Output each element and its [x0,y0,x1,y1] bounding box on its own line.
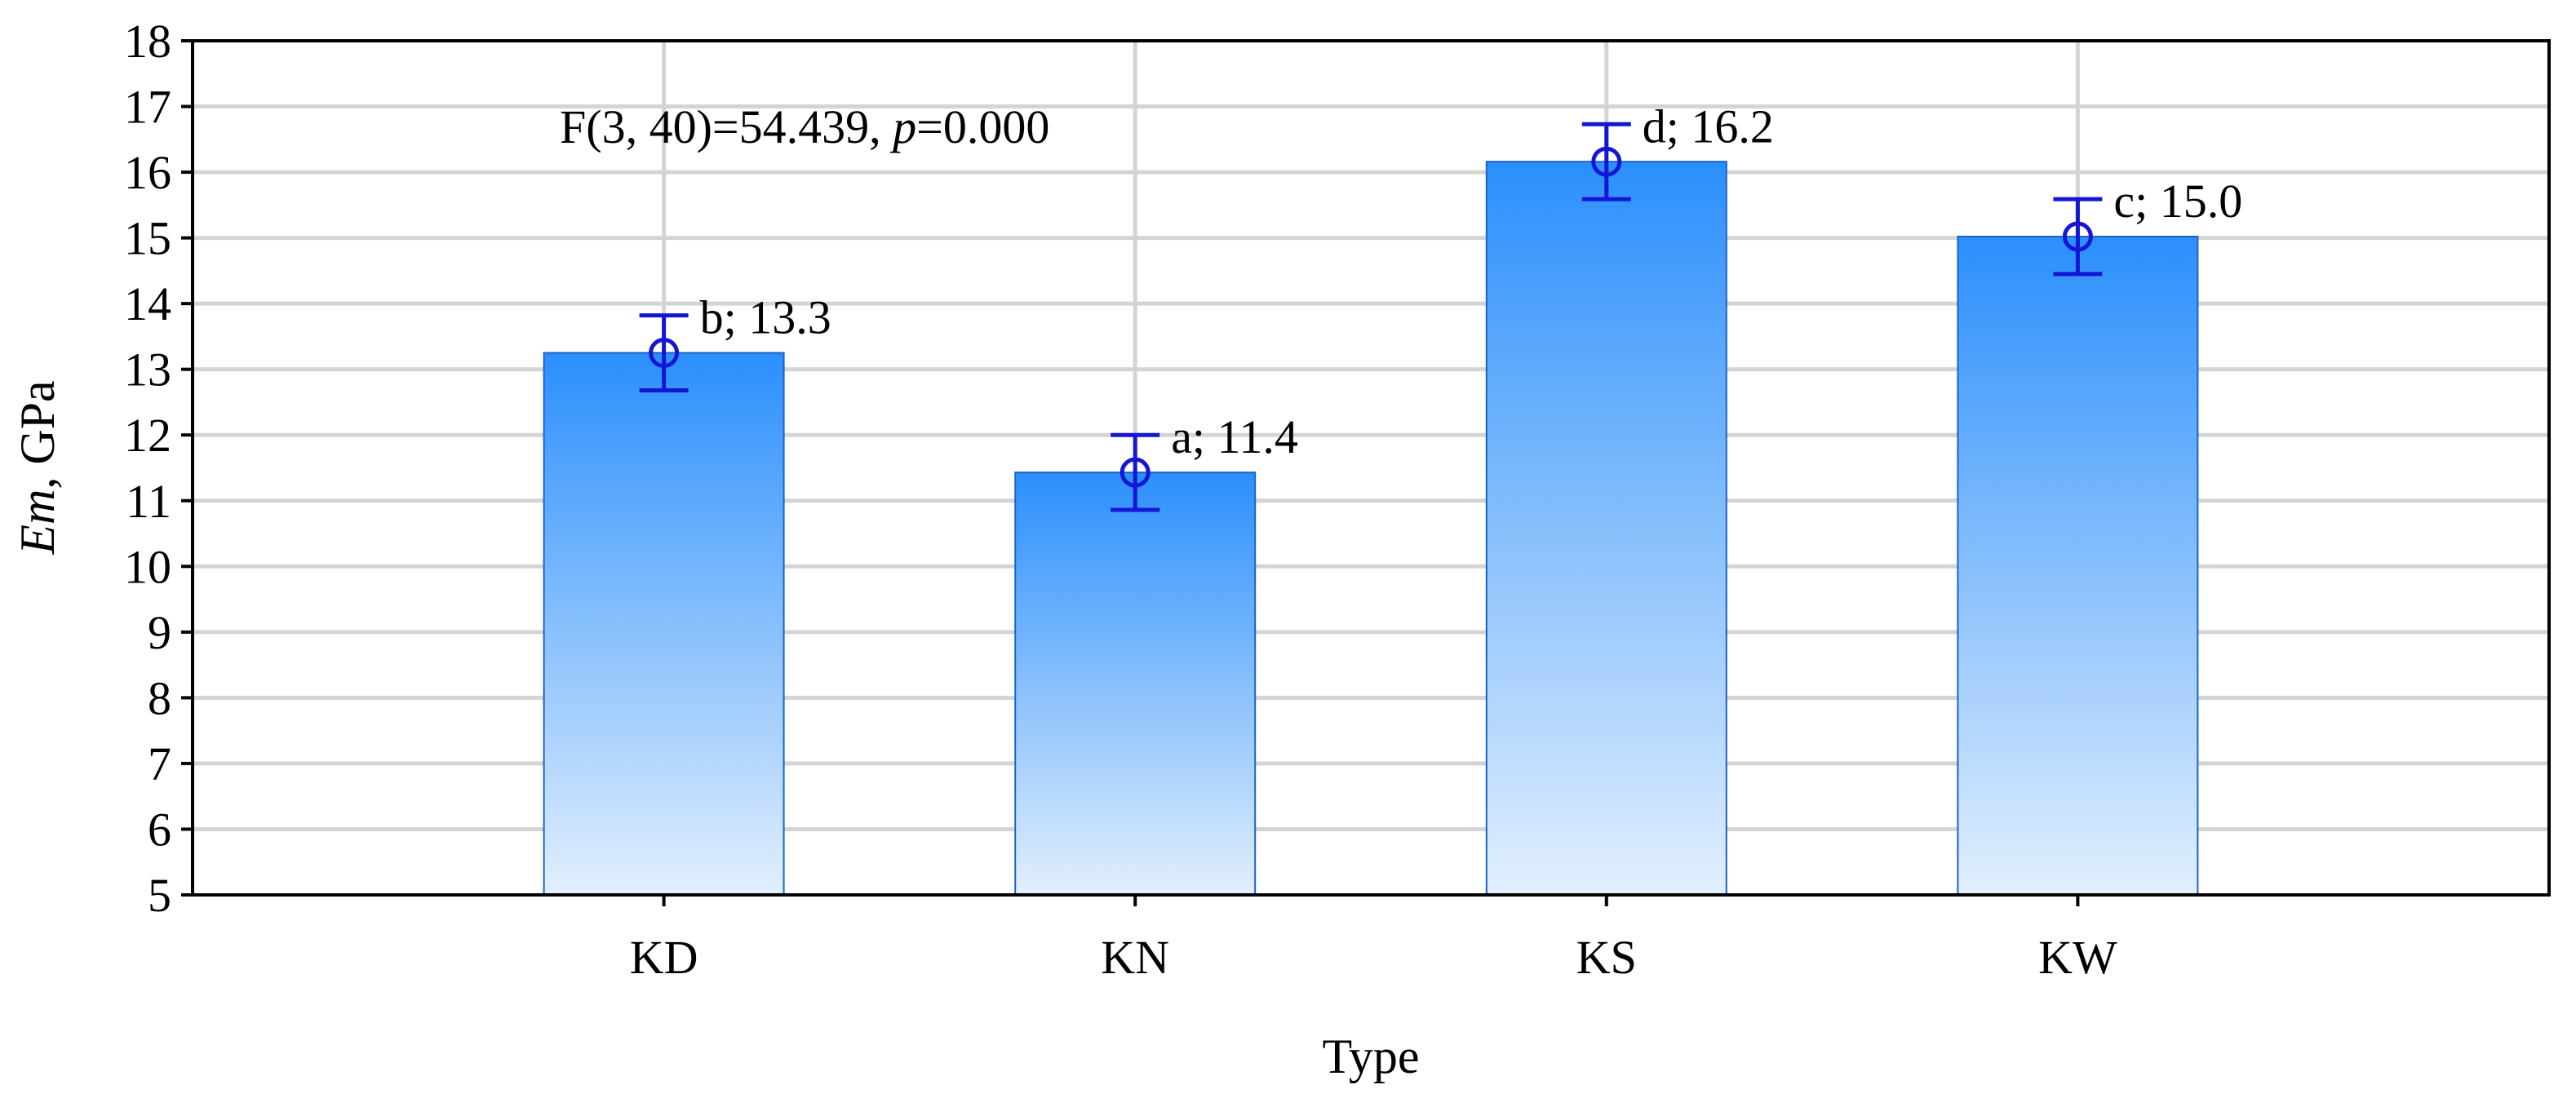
y-tick-label: 11 [126,475,171,528]
y-tick-label: 17 [124,81,171,134]
y-tick-label: 15 [124,212,171,265]
bar-KD [543,352,785,896]
data-label: d; 16.2 [1643,100,1774,153]
x-tick-label: KW [2038,931,2117,984]
x-axis-ticks: KD KN KS KW [630,895,2117,984]
bar-KS [1485,161,1727,896]
y-tick-label: 14 [124,277,171,330]
data-labels: b; 13.3 a; 11.4 d; 16.2 c; 15.0 [700,100,2243,463]
x-axis-label: Type [1322,1030,1419,1083]
x-tick-label: KS [1576,931,1637,984]
y-tick-label: 10 [124,540,171,593]
y-tick-label: 12 [124,409,171,462]
y-tick-label: 13 [124,343,171,396]
mean-marker [2062,221,2093,252]
y-tick-label: 8 [148,671,171,724]
y-axis-label: Em, GPa [11,380,64,555]
y-tick-label: 6 [148,803,171,856]
y-tick-label: 9 [148,606,171,659]
y-tick-label: 7 [148,737,171,790]
bar-KN [1014,472,1257,896]
data-label: a; 11.4 [1171,410,1298,463]
data-label: c; 15.0 [2113,175,2242,228]
y-axis-ticks: 5 6 7 8 9 10 11 12 13 14 15 16 17 18 [124,15,193,922]
x-tick-label: KN [1101,931,1169,984]
plot-area-frame [191,39,2551,897]
error-bars [639,122,2103,512]
anova-annotation: F(3, 40)=54.439, p=0.000 [560,100,1049,153]
bar-KW [1957,236,2199,896]
mean-marker [1591,146,1622,177]
x-tick-label: KD [630,931,698,984]
y-tick-label: 16 [124,146,171,199]
bars [543,161,2199,896]
mean-marker [1120,457,1151,488]
data-label: b; 13.3 [700,291,831,344]
y-tick-label: 18 [124,15,171,68]
mean-marker [649,338,680,369]
y-tick-label: 5 [148,869,171,922]
